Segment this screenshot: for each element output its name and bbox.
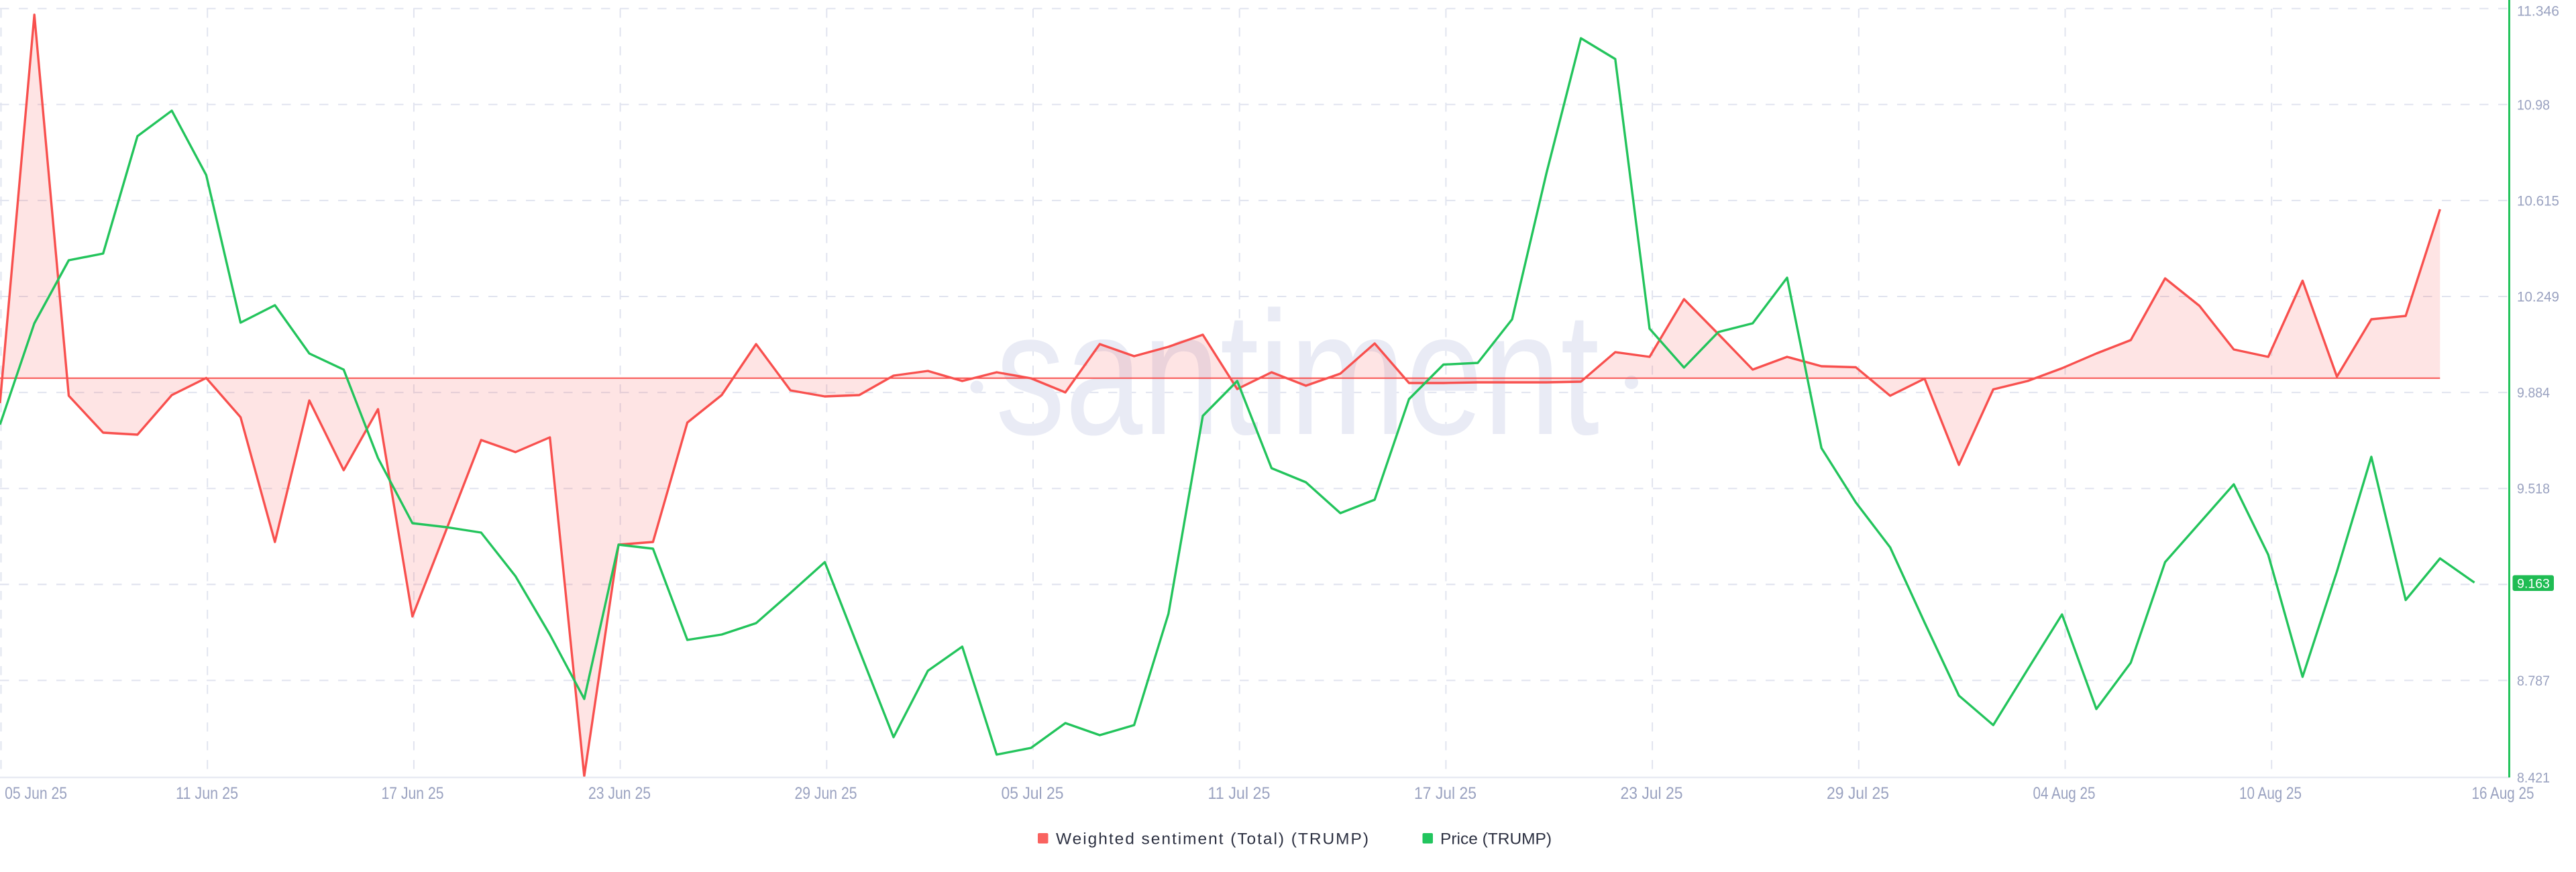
svg-text:05 Jul 25: 05 Jul 25 (1002, 784, 1064, 803)
svg-text:23 Jun 25: 23 Jun 25 (588, 784, 651, 803)
svg-text:23 Jul 25: 23 Jul 25 (1621, 784, 1683, 803)
svg-text:16 Aug 25: 16 Aug 25 (2472, 784, 2534, 803)
svg-text:04 Aug 25: 04 Aug 25 (2033, 784, 2096, 803)
svg-text:29 Jun 25: 29 Jun 25 (795, 784, 857, 803)
svg-text:11.346: 11.346 (2517, 4, 2559, 19)
svg-text:11 Jul 25: 11 Jul 25 (1208, 784, 1271, 803)
svg-text:9.518: 9.518 (2517, 482, 2550, 497)
svg-text:17 Jul 25: 17 Jul 25 (1414, 784, 1477, 803)
svg-text:9.163: 9.163 (2517, 577, 2550, 592)
svg-text:10.98: 10.98 (2517, 97, 2550, 113)
svg-text:11 Jun 25: 11 Jun 25 (176, 784, 238, 803)
svg-text:Weighted sentiment (Total) (TR: Weighted sentiment (Total) (TRUMP) (1056, 830, 1368, 849)
svg-text:10.615: 10.615 (2517, 193, 2559, 209)
svg-text:8.421: 8.421 (2517, 771, 2550, 786)
svg-text:santiment: santiment (996, 275, 1600, 472)
svg-text:05 Jun 25: 05 Jun 25 (5, 784, 67, 803)
svg-text:29 Jul 25: 29 Jul 25 (1827, 784, 1889, 803)
svg-text:17 Jun 25: 17 Jun 25 (382, 784, 444, 803)
svg-text:9.884: 9.884 (2517, 386, 2550, 401)
svg-text:10 Aug 25: 10 Aug 25 (2239, 784, 2302, 803)
svg-text:8.787: 8.787 (2517, 673, 2550, 689)
svg-text:10.249: 10.249 (2517, 290, 2559, 305)
svg-text:Price (TRUMP): Price (TRUMP) (1440, 830, 1552, 849)
